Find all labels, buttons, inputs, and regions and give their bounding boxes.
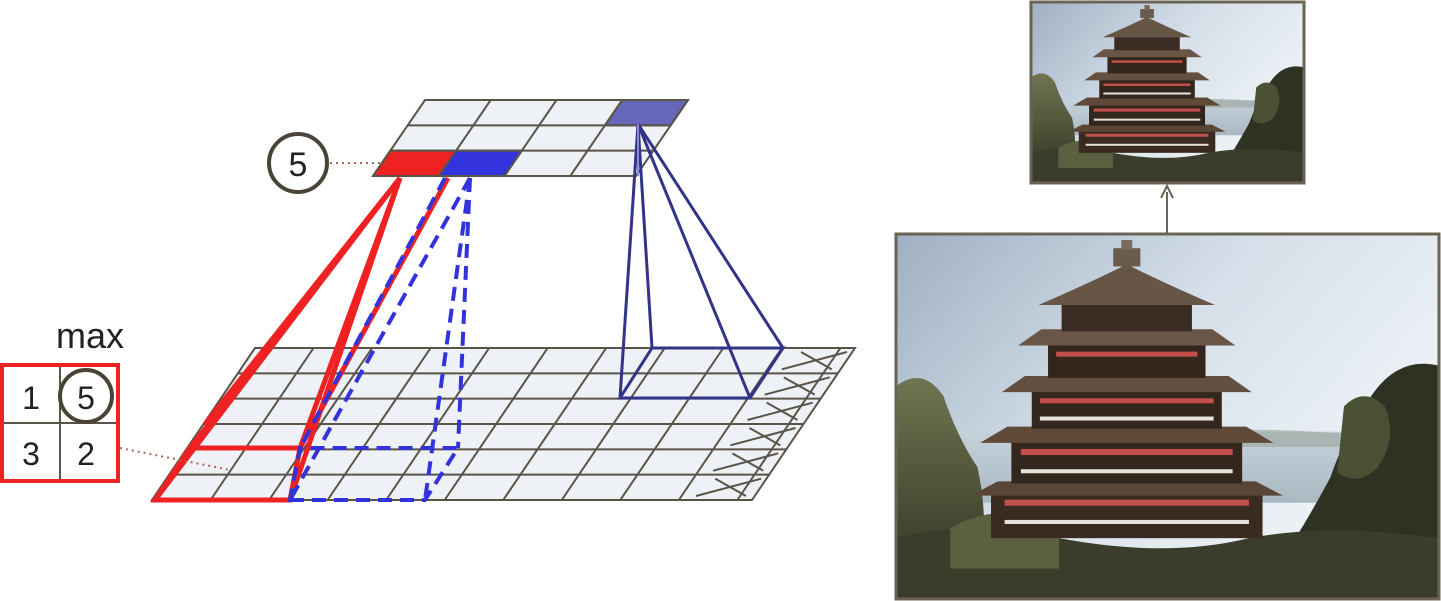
output-value-circle-icon — [267, 132, 329, 194]
output-grid-col-line — [437, 99, 492, 177]
input-grid-col-line — [560, 347, 666, 501]
padding-cross-icon — [764, 376, 831, 396]
pool-cell-1: 1 — [22, 380, 40, 416]
blue-receptive-field — [287, 446, 462, 502]
padding-cross-icon — [747, 401, 813, 421]
pool-cell-4: 2 — [77, 436, 95, 472]
pooling-diagram — [150, 99, 857, 503]
pool-cell-3: 3 — [22, 436, 40, 472]
input-grid — [150, 347, 857, 501]
input-grid-col-line — [209, 347, 315, 501]
pool-window-leader — [119, 447, 231, 471]
downsample-arrow-icon — [1160, 183, 1174, 234]
purple-field-edge — [636, 123, 654, 349]
padding-cross-icon — [695, 477, 762, 497]
output-grid-col-line — [569, 99, 624, 177]
blue-field-edge — [288, 177, 472, 501]
max-value-circle-icon — [58, 368, 114, 424]
small-photo — [1029, 0, 1306, 185]
input-grid-col-line — [385, 347, 490, 501]
pool-cell-2: 5 — [77, 380, 95, 416]
pool-window: 1 5 3 2 — [0, 363, 120, 483]
input-grid-col-line — [736, 347, 842, 501]
padding-cross-icon — [730, 427, 796, 447]
blue-field-edge — [423, 177, 472, 501]
purple-field-edge — [618, 123, 640, 399]
blue-field-edge — [298, 177, 447, 449]
purple-field-edge — [636, 123, 785, 349]
red-field-edge — [297, 177, 403, 449]
output-grid-col-line — [503, 99, 558, 177]
padding-cross-icon — [712, 452, 779, 472]
input-grid-col-line — [326, 347, 432, 501]
input-grid-col-line — [443, 347, 549, 501]
padding-cross-icon — [781, 351, 848, 371]
output-value: 5 — [289, 146, 308, 184]
blue-field-edge — [456, 177, 472, 449]
max-label: max — [56, 315, 124, 356]
receptive-field-lines — [150, 123, 786, 503]
purple-field-edge — [636, 123, 752, 399]
input-grid-col-line — [502, 347, 608, 501]
output-grid — [371, 99, 690, 177]
red-field-edge — [203, 176, 402, 426]
output-value-callout: 5 — [267, 132, 385, 194]
input-grid-col-line — [268, 347, 373, 501]
input-grid-col-line — [619, 347, 725, 501]
large-photo — [894, 232, 1441, 601]
